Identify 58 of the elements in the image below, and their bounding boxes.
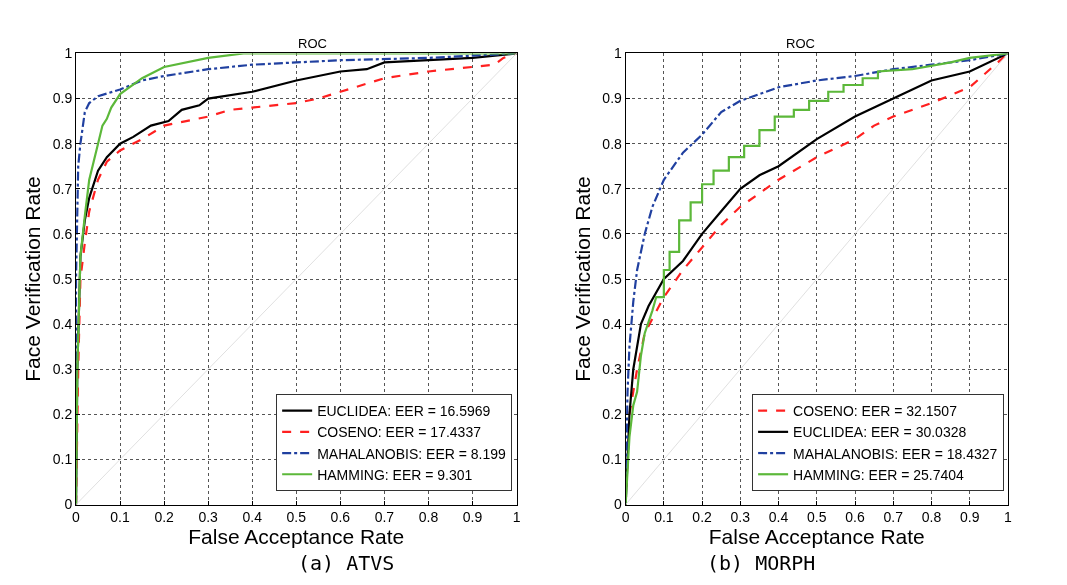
- legend-label: MAHALANOBIS: EER = 18.4327: [793, 445, 998, 462]
- x-tick-label: 0.6: [330, 509, 351, 526]
- y-tick-label: 1: [64, 45, 73, 62]
- x-tick-label: 0.8: [921, 509, 942, 526]
- x-tick-label: 0.2: [154, 509, 175, 526]
- x-axis-title: False Acceptance Rate: [188, 525, 405, 549]
- x-tick-label: 0.2: [692, 509, 713, 526]
- y-tick-label: 0.3: [602, 361, 623, 378]
- y-tick-label: 0: [614, 496, 623, 513]
- y-tick-label: 0.7: [52, 180, 73, 197]
- x-tick-label: 0.1: [654, 509, 674, 526]
- y-axis-title: Face Verification Rate: [570, 176, 594, 382]
- y-tick-label: 0.3: [52, 361, 73, 378]
- x-tick-label: 0.7: [374, 509, 395, 526]
- y-tick-label: 0.9: [52, 90, 73, 107]
- chart-title: ROC: [298, 36, 327, 51]
- x-tick-label: 0.4: [768, 509, 789, 526]
- chart-title: ROC: [786, 36, 815, 51]
- y-tick-label: 1: [614, 45, 623, 62]
- legend-label: COSENO: EER = 17.4337: [317, 424, 482, 441]
- y-tick-label: 0.6: [602, 225, 623, 242]
- x-tick-label: 0.3: [730, 509, 751, 526]
- y-tick-label: 0.7: [602, 180, 623, 197]
- x-tick-label: 0.5: [286, 509, 307, 526]
- y-tick-label: 0: [64, 496, 73, 513]
- legend-label: EUCLIDEA: EER = 30.0328: [793, 424, 967, 441]
- y-tick-label: 0.1: [52, 451, 73, 468]
- y-tick-label: 0.8: [602, 135, 623, 152]
- x-tick-label: 0.9: [462, 509, 483, 526]
- y-tick-label: 0.1: [602, 451, 623, 468]
- y-tick-label: 0.5: [602, 270, 623, 287]
- x-tick-label: 0.3: [198, 509, 219, 526]
- x-tick-label: 0.7: [883, 509, 904, 526]
- x-tick-label: 1: [1004, 509, 1013, 526]
- y-tick-label: 0.5: [52, 270, 73, 287]
- text: (a) ATVS: [298, 551, 395, 575]
- y-tick-label: 0.2: [602, 406, 623, 423]
- y-tick-label: 0.2: [52, 406, 73, 423]
- legend-label: MAHALANOBIS: EER = 8.199: [317, 445, 507, 462]
- legend-label: COSENO: EER = 32.1507: [793, 403, 958, 420]
- y-axis-title: Face Verification Rate: [20, 176, 44, 382]
- x-tick-label: 0.9: [959, 509, 980, 526]
- x-tick-label: 0.5: [807, 509, 827, 526]
- y-tick-label: 0.8: [52, 135, 73, 152]
- legend-label: HAMMING: EER = 25.7404: [793, 466, 965, 483]
- legend-label: HAMMING: EER = 9.301: [317, 466, 473, 483]
- y-tick-label: 0.4: [602, 316, 623, 333]
- legend-label: EUCLIDEA: EER = 16.5969: [317, 403, 491, 420]
- y-tick-label: 0.9: [602, 90, 623, 107]
- x-axis-title: False Acceptance Rate: [708, 525, 925, 549]
- y-tick-label: 0.4: [52, 316, 73, 333]
- y-tick-label: 0.6: [52, 225, 73, 242]
- x-tick-label: 0.1: [110, 509, 130, 526]
- text: (b) MORPH: [707, 551, 816, 575]
- x-tick-label: 1: [512, 509, 521, 526]
- x-tick-label: 0.4: [242, 509, 263, 526]
- x-tick-label: 0.8: [418, 509, 439, 526]
- x-tick-label: 0.6: [845, 509, 865, 526]
